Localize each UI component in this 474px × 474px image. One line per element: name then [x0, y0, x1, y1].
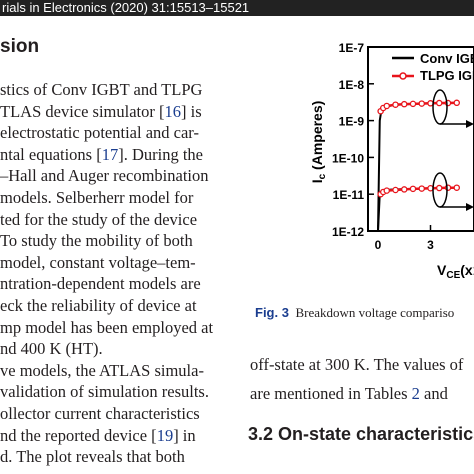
section-heading: sion	[0, 36, 40, 57]
text-segment: ]. During the	[118, 144, 204, 164]
series-layer	[377, 99, 460, 232]
text-segment: ollector current characteristics	[0, 404, 200, 423]
text-segment: d. The plot reveals that both	[0, 447, 185, 467]
text-line: model, constant voltage–tem-	[0, 253, 196, 273]
text-line: TLAS device simulator [16] is	[0, 102, 202, 122]
text-line: –Hall and Auger recombination	[0, 166, 208, 186]
citation-link[interactable]: 17	[101, 144, 119, 164]
data-point	[383, 102, 390, 110]
citation-link[interactable]: 16	[164, 101, 182, 121]
text-line: models. Selberherr model for	[0, 188, 193, 208]
annotation-arrowhead-upper	[466, 120, 474, 128]
data-point	[392, 186, 399, 194]
text-segment: nd the reported device [	[0, 425, 157, 445]
data-point	[435, 99, 443, 107]
series-line	[377, 102, 457, 232]
text-segment: ted for the study of the device	[0, 209, 198, 229]
data-point	[418, 185, 425, 192]
citation-link[interactable]: 2	[411, 384, 420, 403]
text-line: To study the mobility of both	[0, 231, 193, 251]
plot-frame	[367, 46, 474, 232]
text-line: d. The plot reveals that both	[0, 447, 185, 467]
legend-label-tlpg: TLPG IGB	[420, 68, 474, 83]
y-tick-label: 1E-10	[332, 151, 364, 165]
y-axis-label: Ic (Amperes)	[309, 101, 328, 184]
citation-link[interactable]: 19	[156, 425, 174, 445]
y-tick-label: 1E-11	[333, 188, 365, 202]
legend-marker-tlpg	[399, 72, 407, 80]
data-point	[453, 99, 460, 107]
text-segment: TLAS device simulator [	[0, 101, 165, 121]
y-ticks: 1E-12 1E-11 1E-10 1E-9 1E-8 1E-7	[332, 41, 374, 239]
svg-text:Ic (Amperes): Ic (Amperes)	[309, 101, 328, 184]
text-line: ollector current characteristics	[0, 404, 200, 424]
text-segment: nd 400 K (HT).	[0, 339, 103, 359]
data-point	[453, 184, 460, 191]
y-tick-label: 1E-12	[332, 225, 364, 239]
text-line: off-state at 300 K. The values of	[250, 355, 463, 375]
text-line: nd the reported device [19] in	[0, 426, 196, 446]
text-line: validation of simulation results.	[0, 382, 209, 402]
figure-caption: Fig. 3 Breakdown voltage compariso	[255, 305, 454, 321]
data-point	[418, 100, 425, 107]
data-point	[409, 100, 417, 108]
figure-caption-text: Breakdown voltage compariso	[295, 305, 455, 320]
subsection-heading-text: 3.2 On-state characteristics	[248, 424, 474, 444]
y-tick-label: 1E-7	[339, 41, 365, 55]
series-line	[377, 186, 457, 232]
text-line: ntration-dependent models are	[0, 274, 201, 294]
legend: Conv IGBT TLPG IGB	[392, 51, 474, 83]
annotation-lower	[432, 172, 474, 211]
text-line: stics of Conv IGBT and TLPG	[0, 80, 202, 100]
journal-header-text: rials in Electronics (2020) 31:15513–155…	[2, 0, 250, 15]
text-segment: ntration-dependent models are	[0, 274, 201, 294]
text-line: eck the reliability of device at	[0, 296, 197, 316]
text-segment: stics of Conv IGBT and TLPG	[0, 80, 203, 99]
journal-header-bar: rials in Electronics (2020) 31:15513–155…	[0, 0, 474, 16]
figure-label: Fig. 3	[255, 305, 289, 320]
data-point	[383, 187, 390, 194]
svg-text:VCE(x1: VCE(x1	[437, 262, 474, 281]
data-point	[435, 184, 443, 192]
text-line: ve models, the ATLAS simula-	[0, 361, 204, 381]
text-line: electrostatic potential and car-	[0, 123, 199, 143]
x-tick-label: 3	[427, 238, 434, 252]
text-segment: ve models, the ATLAS simula-	[0, 360, 204, 380]
text-segment: ] is	[181, 101, 202, 121]
text-line: ntal equations [17]. During the	[0, 145, 203, 165]
annotation-ellipse-upper	[432, 89, 448, 125]
subsection-heading: 3.2 On-state characteristics	[248, 424, 474, 445]
text-segment: and	[419, 384, 448, 403]
text-segment: ] in	[173, 425, 196, 445]
text-segment: electrostatic potential and car-	[0, 123, 199, 143]
text-segment: off-state at 300 K. The values of	[250, 355, 464, 374]
text-line: are mentioned in Tables 2 and	[250, 384, 448, 404]
text-segment: are mentioned in Tables	[250, 384, 412, 403]
text-segment: models. Selberherr model for	[0, 188, 194, 207]
text-segment: –Hall and Auger recombination	[0, 166, 209, 186]
annotation-arrowhead-lower	[466, 203, 474, 211]
text-segment: model, constant voltage–tem-	[0, 252, 196, 272]
text-line: nd 400 K (HT).	[0, 339, 103, 359]
text-line: ted for the study of the device	[0, 210, 197, 230]
data-point	[392, 101, 399, 108]
y-tick-label: 1E-9	[339, 115, 365, 129]
annotation-upper	[432, 89, 474, 128]
text-line: mp model has been employed at	[0, 318, 213, 338]
text-segment: eck the reliability of device at	[0, 296, 197, 315]
text-segment: validation of simulation results.	[0, 382, 209, 402]
data-point	[400, 100, 408, 108]
legend-label-conv: Conv IGBT	[420, 51, 474, 66]
x-axis-label: VCE(x1	[437, 262, 474, 281]
text-segment: To study the mobility of both	[0, 231, 193, 251]
x-tick-label: 0	[375, 238, 382, 252]
y-tick-label: 1E-8	[339, 78, 365, 92]
data-point	[400, 186, 408, 193]
text-segment: mp model has been employed at	[0, 317, 214, 337]
data-point	[409, 185, 417, 193]
text-segment: ntal equations [	[0, 144, 102, 164]
